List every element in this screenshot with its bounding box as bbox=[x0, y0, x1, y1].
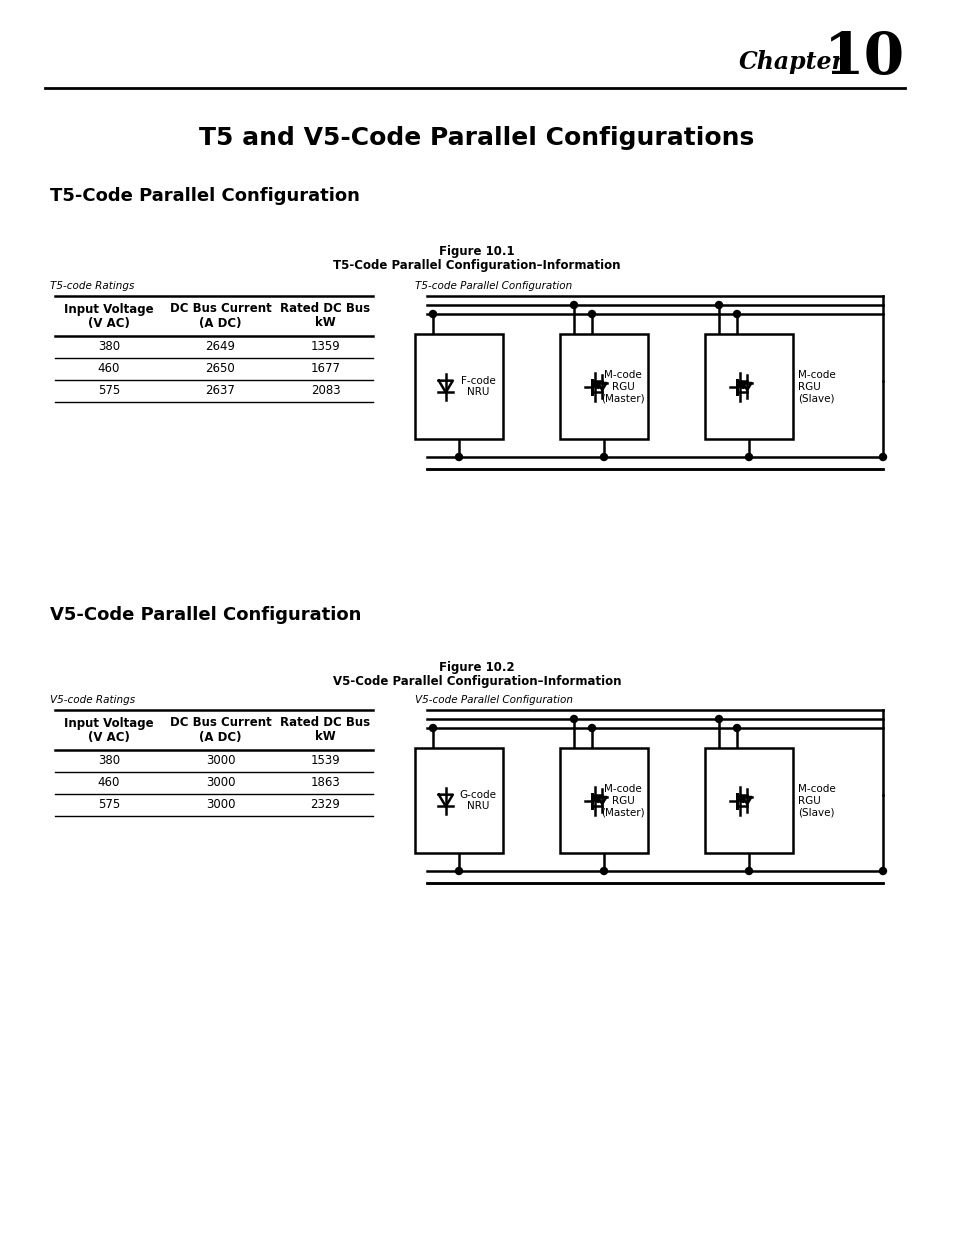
Text: 1539: 1539 bbox=[311, 755, 340, 767]
Text: 3000: 3000 bbox=[206, 777, 235, 789]
Text: V5-code Ratings: V5-code Ratings bbox=[50, 695, 135, 705]
Text: Input Voltage: Input Voltage bbox=[64, 303, 153, 315]
Text: 380: 380 bbox=[98, 755, 120, 767]
Circle shape bbox=[733, 725, 740, 731]
Text: Figure 10.2: Figure 10.2 bbox=[438, 662, 515, 674]
Text: F-code
NRU: F-code NRU bbox=[460, 375, 496, 398]
Text: 2083: 2083 bbox=[311, 384, 340, 398]
Circle shape bbox=[588, 310, 595, 317]
Text: 2637: 2637 bbox=[205, 384, 235, 398]
Circle shape bbox=[733, 310, 740, 317]
Text: 575: 575 bbox=[98, 799, 120, 811]
Text: (V AC): (V AC) bbox=[88, 730, 130, 743]
Text: (A DC): (A DC) bbox=[199, 730, 241, 743]
Text: 1863: 1863 bbox=[311, 777, 340, 789]
Text: Input Voltage: Input Voltage bbox=[64, 716, 153, 730]
Text: T5-code Parallel Configuration: T5-code Parallel Configuration bbox=[415, 282, 572, 291]
Text: 380: 380 bbox=[98, 341, 120, 353]
Text: V5-Code Parallel Configuration: V5-Code Parallel Configuration bbox=[50, 606, 361, 624]
Text: kW: kW bbox=[314, 730, 335, 743]
Text: G-code
NRU: G-code NRU bbox=[459, 789, 497, 811]
Text: 10: 10 bbox=[822, 30, 904, 86]
Text: V5-Code Parallel Configuration–Information: V5-Code Parallel Configuration–Informati… bbox=[333, 676, 620, 688]
Text: T5-Code Parallel Configuration: T5-Code Parallel Configuration bbox=[50, 186, 359, 205]
Circle shape bbox=[429, 725, 436, 731]
Text: 3000: 3000 bbox=[206, 755, 235, 767]
Text: 1359: 1359 bbox=[311, 341, 340, 353]
Text: M-code
RGU
(Master): M-code RGU (Master) bbox=[601, 370, 644, 403]
Circle shape bbox=[599, 453, 607, 461]
Text: T5 and V5-Code Parallel Configurations: T5 and V5-Code Parallel Configurations bbox=[199, 126, 754, 149]
Bar bbox=[415, 333, 502, 438]
Circle shape bbox=[715, 715, 721, 722]
Circle shape bbox=[455, 867, 462, 874]
Circle shape bbox=[744, 453, 752, 461]
Bar bbox=[704, 748, 792, 853]
Circle shape bbox=[715, 301, 721, 309]
Text: 1677: 1677 bbox=[310, 363, 340, 375]
Text: 2329: 2329 bbox=[311, 799, 340, 811]
Circle shape bbox=[588, 725, 595, 731]
Circle shape bbox=[570, 301, 577, 309]
Text: kW: kW bbox=[314, 316, 335, 330]
Text: 575: 575 bbox=[98, 384, 120, 398]
Text: Chapter: Chapter bbox=[739, 49, 844, 74]
Circle shape bbox=[570, 715, 577, 722]
Text: Rated DC Bus: Rated DC Bus bbox=[280, 303, 370, 315]
Text: 460: 460 bbox=[98, 363, 120, 375]
Circle shape bbox=[429, 310, 436, 317]
Text: (V AC): (V AC) bbox=[88, 316, 130, 330]
Text: V5-code Parallel Configuration: V5-code Parallel Configuration bbox=[415, 695, 573, 705]
Text: 460: 460 bbox=[98, 777, 120, 789]
Circle shape bbox=[455, 453, 462, 461]
Circle shape bbox=[744, 867, 752, 874]
Bar bbox=[559, 333, 647, 438]
Bar bbox=[559, 748, 647, 853]
Text: DC Bus Current: DC Bus Current bbox=[170, 716, 271, 730]
Text: M-code
RGU
(Slave): M-code RGU (Slave) bbox=[797, 784, 835, 818]
Text: DC Bus Current: DC Bus Current bbox=[170, 303, 271, 315]
Text: (A DC): (A DC) bbox=[199, 316, 241, 330]
Text: 2650: 2650 bbox=[206, 363, 235, 375]
Circle shape bbox=[879, 867, 885, 874]
Text: 3000: 3000 bbox=[206, 799, 235, 811]
Text: 2649: 2649 bbox=[205, 341, 235, 353]
Bar bbox=[415, 748, 502, 853]
Text: Figure 10.1: Figure 10.1 bbox=[438, 246, 515, 258]
Text: T5-code Ratings: T5-code Ratings bbox=[50, 282, 134, 291]
Text: M-code
RGU
(Slave): M-code RGU (Slave) bbox=[797, 370, 835, 403]
Text: M-code
RGU
(Master): M-code RGU (Master) bbox=[601, 784, 644, 818]
Text: T5-Code Parallel Configuration–Information: T5-Code Parallel Configuration–Informati… bbox=[333, 259, 620, 273]
Circle shape bbox=[599, 867, 607, 874]
Bar bbox=[704, 333, 792, 438]
Circle shape bbox=[879, 453, 885, 461]
Text: Rated DC Bus: Rated DC Bus bbox=[280, 716, 370, 730]
